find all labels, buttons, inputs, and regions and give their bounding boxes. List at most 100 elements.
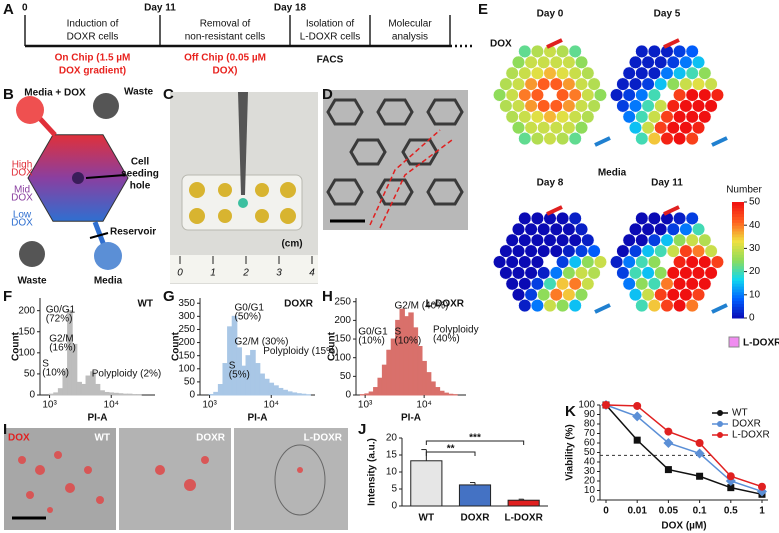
heatmap-cell [622,66,636,80]
micrograph-pillars [326,98,464,206]
histogram-annotation: Polyploidy [433,325,479,336]
colorbar-segment [732,248,744,252]
heatmap-outlet: Media [598,168,627,179]
micrograph-doxr [119,428,231,530]
heatmap-cell [704,266,718,280]
x-tick-label: DOXR [461,513,491,524]
colorbar-label: 10 [749,289,761,300]
histogram-bar [403,316,410,396]
seeding-hole [72,172,84,184]
heatmap-cell [647,277,661,291]
panel-label: H [322,288,333,305]
dox-arrow [546,38,563,49]
y-tick-label: 20 [386,433,398,444]
heatmap-cell [556,66,570,80]
heatmap-cell [549,77,563,91]
pointer [89,232,109,239]
x-tick-label: 1 [759,506,765,517]
ruler-label: 3 [276,268,282,279]
heatmap-cell [524,99,538,113]
legend-label: DOXR [732,419,761,430]
heatmap-cell [549,266,563,280]
marker [664,427,673,436]
x-tick-label: 0.01 [627,506,647,517]
heatmap-cell [518,299,532,313]
colorbar-segment [732,233,744,238]
x-tick-label: 10⁴ [104,400,119,411]
heatmap-cell [666,55,680,69]
heatmap-cell [537,266,551,280]
heatmap-cell [556,233,570,247]
dox-stain-spots [18,451,303,513]
heatmap-cell [647,255,661,269]
heatmap-cell [549,244,563,258]
y-tick-label: 0 [589,495,595,506]
heatmap-cell [562,288,576,302]
heatmap-cell [511,99,526,113]
y-tick-label: 250 [334,296,351,307]
heatmap-cell [654,77,668,91]
bar [410,460,443,507]
heatmap-cell [543,110,557,124]
histogram-bar [296,393,302,396]
heatmap-cell [587,266,601,280]
legend-marker [717,432,723,438]
marker [663,438,674,448]
heatmap-cell [524,55,538,69]
histogram-annotation: S [395,327,402,338]
histogram-annotation: (5%) [229,370,250,381]
colorbar-segment [732,289,744,293]
heatmap-cell [568,66,582,80]
colorbar-segment [732,202,744,206]
pipette [238,92,248,195]
heatmap-cell [581,110,595,124]
heatmap-cell [679,222,693,236]
heatmap-cell [505,110,519,124]
heatmap-cell [685,44,699,58]
heatmap-cell [710,88,724,102]
histogram-bar [103,391,110,396]
heatmap-cell [518,66,532,80]
heatmap-cell [581,88,595,102]
chip-reservoirs [189,182,296,224]
histogram-tag: WT [137,299,153,310]
heatmap-cell [562,266,576,280]
panel-label: K [565,403,576,420]
heatmap-cell [537,99,551,113]
x-tick-label: 10³ [202,400,217,411]
heatmap-title: Day 5 [654,9,681,20]
heatmap-cell [556,110,570,124]
heatmap-cell [530,66,544,80]
heatmap-cell [691,121,706,135]
heatmap-cell [549,55,563,69]
heatmap-cell [499,244,513,258]
heatmap-cell [647,299,661,313]
significance-label: *** [469,433,481,444]
colorbar-segment [732,291,744,296]
histogram-bar [90,371,96,396]
heatmap-cell [628,266,643,280]
heatmap-cell [691,222,706,236]
panel-label: B [3,86,14,103]
legend-marker [717,421,723,427]
timeline-step: Induction of [67,19,119,30]
heatmap-cell [505,255,519,269]
y-tick-label: 150 [18,326,35,337]
heatmap-cell [673,132,687,146]
ruler [170,255,318,283]
histogram-bar [373,387,379,396]
heatmap-cell [581,66,595,80]
media-arrow [711,303,728,314]
ruler-label: 1 [210,268,216,279]
y-axis-label: Viability (%) [565,424,576,481]
media-arrow [711,136,728,147]
device-label: Cell [131,157,150,168]
heatmap-cell [530,132,544,146]
heatmap-cell [679,121,693,135]
y-tick-label: 100 [178,363,195,374]
timeline-day: Day 18 [274,3,307,14]
heatmap-cell [568,132,582,146]
histogram-bar [113,392,119,396]
heatmap-cell [698,88,712,102]
y-tick-label: 5 [391,484,397,495]
